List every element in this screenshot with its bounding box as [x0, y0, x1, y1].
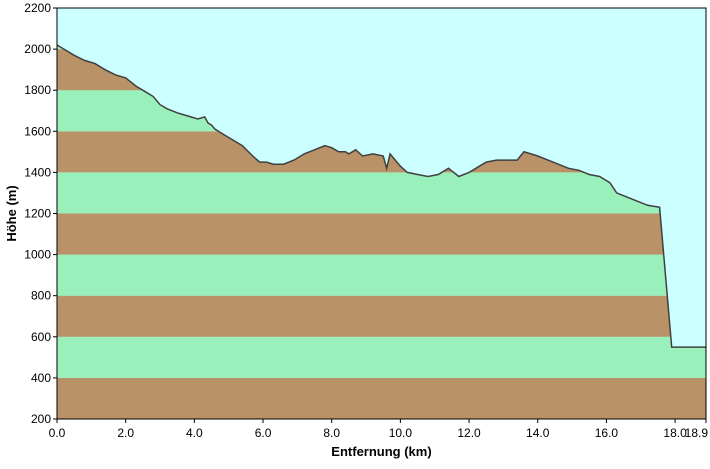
- x-tick-label: 6.0: [255, 426, 272, 440]
- x-axis: 0.0 2.0 4.0 6.0 8.0 10.0 12.0 14.0 16.0 18.018.9: [49, 419, 709, 440]
- y-tick-label: 200: [31, 412, 51, 426]
- y-tick-label: 2200: [24, 1, 51, 15]
- y-axis: 200 400 600 800 1000 1200 1400 1600 1800 2000 2200: [24, 1, 57, 426]
- x-tick-label: 10.0: [389, 426, 413, 440]
- x-tick-label: 4.0: [186, 426, 203, 440]
- elevation-band: [57, 213, 706, 255]
- y-axis-title: Höhe (m): [4, 185, 19, 241]
- elevation-band: [57, 377, 706, 419]
- elevation-band: [57, 172, 706, 214]
- y-tick-label: 2000: [24, 42, 51, 56]
- y-tick-label: 1600: [24, 124, 51, 138]
- series-profile-line: [56, 44, 706, 348]
- elevation-band: [57, 254, 706, 296]
- y-tick-label: 1800: [24, 83, 51, 97]
- elevation-band: [57, 295, 706, 337]
- x-tick-label: 0.0: [49, 426, 66, 440]
- x-tick-label: 12.0: [457, 426, 481, 440]
- x-tick-label: 18.9: [685, 426, 709, 440]
- x-tick-label: 8.0: [323, 426, 340, 440]
- x-tick-label: 18.0: [663, 426, 687, 440]
- x-tick-label: 14.0: [526, 426, 550, 440]
- y-tick-label: 1200: [24, 207, 51, 221]
- x-axis-title: Entfernung (km): [331, 444, 431, 459]
- y-tick-label: 1000: [24, 248, 51, 262]
- x-tick-label: 2.0: [117, 426, 134, 440]
- elevation-band: [57, 336, 706, 378]
- x-tick-label: 16.0: [595, 426, 619, 440]
- y-tick-label: 800: [31, 289, 51, 303]
- y-tick-label: 1400: [24, 165, 51, 179]
- y-tick-label: 400: [31, 371, 51, 385]
- y-tick-label: 600: [31, 330, 51, 344]
